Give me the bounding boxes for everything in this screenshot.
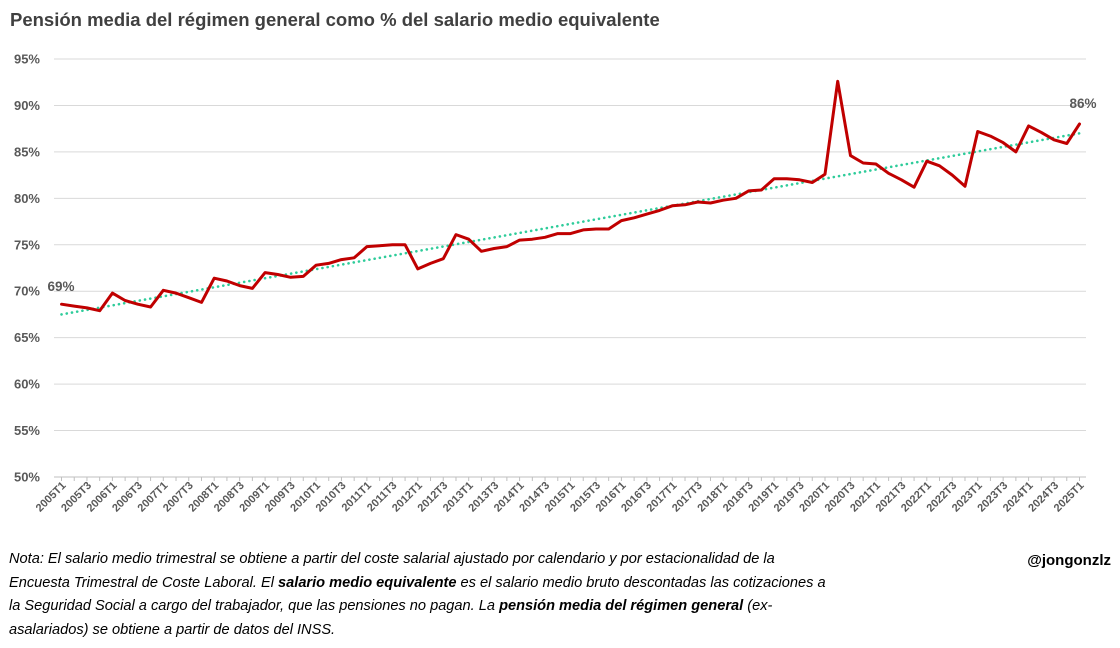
y-tick-label: 55% xyxy=(14,423,40,438)
y-tick-label: 80% xyxy=(14,191,40,206)
note-text-1: Nota: El salario medio trimestral se obt… xyxy=(9,551,775,591)
y-tick-label: 90% xyxy=(14,98,40,113)
data-labels: 69% 86% xyxy=(48,96,1097,294)
series-group xyxy=(60,79,1081,316)
y-tick-label: 60% xyxy=(14,377,40,392)
y-tick-label: 65% xyxy=(14,330,40,345)
author-handle: @jongonzlz xyxy=(1027,552,1111,569)
note-bold-2: pensión media del régimen general xyxy=(499,598,744,614)
y-tick-label: 50% xyxy=(14,470,40,485)
note-text-2: es el salario medio bruto descontadas la… xyxy=(9,574,826,615)
y-tick-label: 85% xyxy=(14,144,40,159)
y-tick-label: 95% xyxy=(14,52,40,67)
line-chart: 50% 55% 60% 65% 70% 75% 80% 85% 90% 95% 2005T1200… xyxy=(14,52,1097,515)
footnote: Nota: El salario medio trimestral se obt… xyxy=(9,548,829,642)
gridlines xyxy=(54,58,1086,478)
y-axis-ticks: 50% 55% 60% 65% 70% 75% 80% 85% 90% 95% xyxy=(14,52,40,485)
note-text-3: (ex-asalariados) se obtiene a partir de … xyxy=(9,598,773,638)
y-tick-label: 70% xyxy=(14,284,40,299)
note-bold-1: salario medio equivalente xyxy=(278,574,457,591)
data-label: 69% xyxy=(48,279,75,294)
y-tick-label: 75% xyxy=(14,237,40,252)
chart-title: Pensión media del régimen general como %… xyxy=(10,9,660,30)
data-label: 86% xyxy=(1070,96,1097,111)
x-axis-ticks: 2005T12005T32006T12006T32007T12007T32008… xyxy=(34,476,1087,515)
series-line xyxy=(60,79,1081,313)
